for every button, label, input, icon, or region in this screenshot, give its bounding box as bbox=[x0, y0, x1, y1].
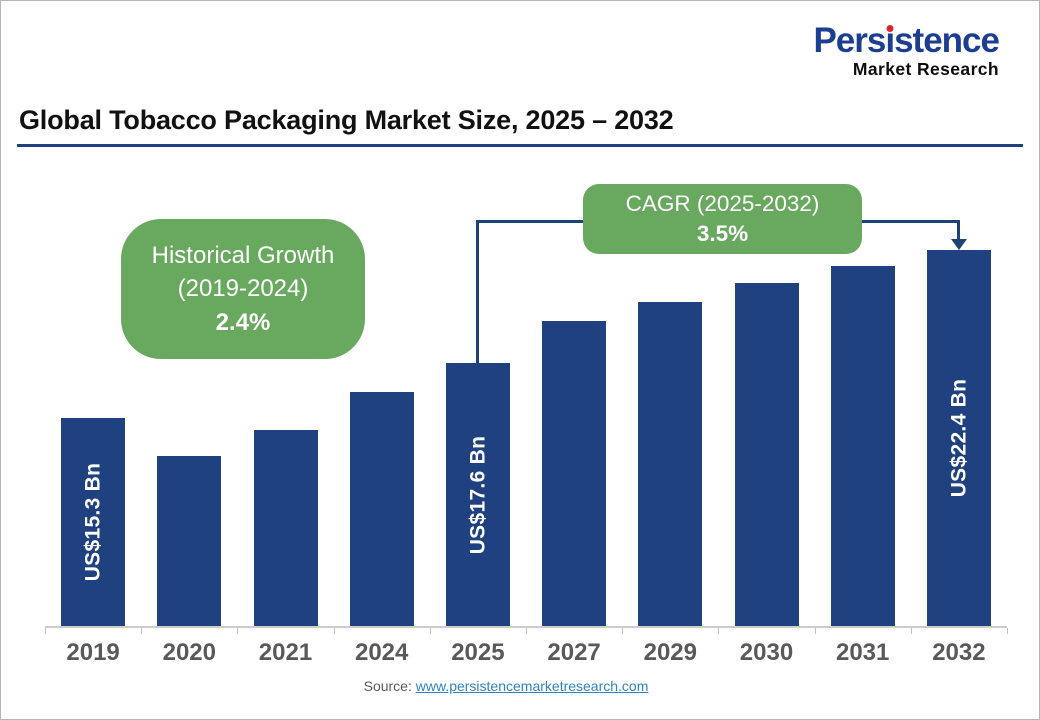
x-axis-tick bbox=[429, 628, 431, 634]
logo-text-pre: Pers bbox=[813, 21, 886, 60]
source-line: Source: www.persistencemarketresearch.co… bbox=[1, 678, 1011, 694]
x-axis-tick bbox=[910, 628, 912, 634]
cagr-connector-vertical-right bbox=[957, 220, 961, 239]
x-axis-label-2024: 2024 bbox=[354, 639, 409, 666]
x-axis-line bbox=[45, 626, 1007, 628]
bar-value-label-2032: US$22.4 Bn bbox=[946, 378, 970, 498]
source-label: Source: bbox=[363, 678, 412, 694]
bar-2032: US$22.4 Bn bbox=[926, 250, 991, 626]
x-axis-tick bbox=[814, 628, 816, 634]
bar-2019: US$15.3 Bn bbox=[61, 418, 126, 626]
historical-growth-line2: (2019-2024) bbox=[177, 275, 309, 303]
logo-text-post: stence bbox=[894, 21, 1000, 60]
x-axis-label-2030: 2030 bbox=[739, 639, 794, 666]
cagr-connector-vertical-left bbox=[476, 220, 480, 363]
x-axis-tick bbox=[718, 628, 720, 634]
cagr-arrow-down-icon bbox=[950, 239, 967, 250]
x-axis-tick bbox=[45, 628, 46, 634]
x-axis-tick bbox=[526, 628, 527, 634]
bar-2025: US$17.6 Bn bbox=[445, 363, 510, 626]
title-underline bbox=[17, 144, 1023, 147]
x-axis-label-2019: 2019 bbox=[66, 639, 120, 666]
brand-logo-wordmark: Persıstence bbox=[813, 21, 1000, 60]
x-axis-label-2025: 2025 bbox=[451, 639, 505, 666]
historical-growth-line1: Historical Growth bbox=[151, 242, 335, 270]
x-axis-tick bbox=[141, 628, 143, 634]
bar-2030 bbox=[734, 283, 799, 626]
cagr-value: 3.5% bbox=[696, 221, 749, 246]
x-axis-tick bbox=[333, 628, 335, 634]
cagr-line1: CAGR (2025-2032) bbox=[625, 190, 820, 216]
source-link[interactable]: www.persistencemarketresearch.com bbox=[415, 678, 649, 694]
x-axis-label-2029: 2029 bbox=[643, 639, 697, 666]
bar-2029 bbox=[638, 302, 703, 626]
brand-logo: Persıstence Market Research bbox=[813, 21, 1000, 79]
bar-2021 bbox=[253, 430, 318, 626]
chart-title: Global Tobacco Packaging Market Size, 20… bbox=[19, 105, 674, 135]
bar-value-label-2025: US$17.6 Bn bbox=[465, 435, 489, 554]
bar-2027 bbox=[542, 321, 607, 626]
x-axis-label-2027: 2027 bbox=[547, 639, 601, 666]
x-axis-label-2032: 2032 bbox=[932, 639, 986, 666]
historical-growth-callout: Historical Growth (2019-2024) 2.4% bbox=[121, 219, 365, 359]
x-axis-tick bbox=[622, 628, 624, 634]
historical-growth-value: 2.4% bbox=[215, 308, 271, 336]
bar-2024 bbox=[349, 392, 414, 626]
brand-logo-subtitle: Market Research bbox=[852, 59, 999, 79]
x-axis-label-2021: 2021 bbox=[258, 639, 313, 666]
x-axis-label-2031: 2031 bbox=[835, 639, 890, 666]
x-axis-tick bbox=[237, 628, 239, 634]
cagr-callout: CAGR (2025-2032) 3.5% bbox=[583, 184, 862, 254]
bar-value-label-2019: US$15.3 Bn bbox=[81, 462, 105, 582]
x-axis-label-2020: 2020 bbox=[162, 639, 216, 666]
x-axis-tick bbox=[1007, 628, 1008, 634]
logo-red-dot-i: ı bbox=[885, 21, 895, 60]
bar-2031 bbox=[830, 266, 895, 626]
bar-2020 bbox=[157, 456, 222, 626]
